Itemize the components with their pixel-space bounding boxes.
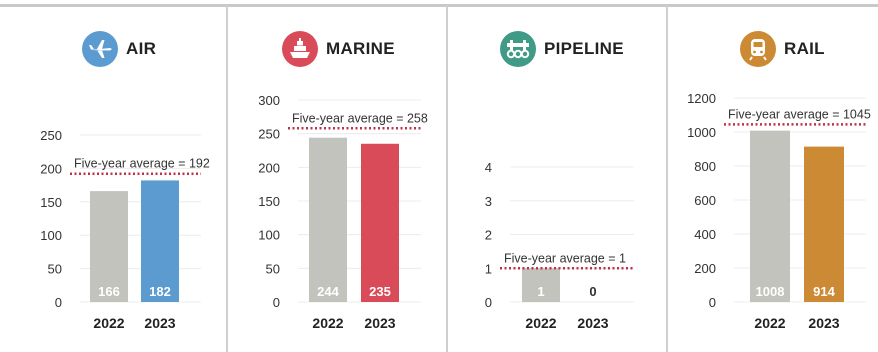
y-tick-label: 1	[485, 261, 492, 276]
panel-divider	[446, 6, 448, 352]
category-label: 2023	[808, 315, 839, 331]
category-label: 2023	[364, 315, 395, 331]
category-label: 2022	[312, 315, 343, 331]
y-tick-label: 250	[40, 128, 62, 143]
y-tick-label: 3	[485, 194, 492, 209]
y-tick-label: 0	[709, 295, 716, 310]
average-label: Five-year average = 192	[74, 157, 210, 171]
bar	[522, 268, 560, 302]
y-tick-label: 800	[694, 159, 716, 174]
pipeline-chart: 0 1 2 3 4 1 2022 0 2023 Five-year average = 1	[485, 160, 634, 331]
y-tick-label: 50	[266, 261, 280, 276]
panel-title: RAIL	[784, 39, 825, 58]
airplane-icon	[82, 31, 118, 67]
panel-divider	[226, 6, 228, 352]
bar	[361, 143, 399, 302]
y-tick-label: 200	[694, 261, 716, 276]
marine-chart: 0 50 100 150 200 250 300 244 2022 235 2023 Five-yea…	[258, 93, 428, 331]
data-label: 1008	[756, 284, 785, 299]
panel-title: MARINE	[326, 39, 395, 58]
y-tick-label: 150	[258, 194, 280, 209]
y-tick-label: 1200	[687, 91, 716, 106]
y-tick-label: 100	[258, 228, 280, 243]
category-label: 2022	[93, 315, 124, 331]
air-panel: AIR 0 50 100 150 200 250 166 2022 182 2023 Five-ye…	[6, 7, 224, 352]
air-title-row: AIR	[6, 31, 224, 71]
y-tick-label: 0	[273, 295, 280, 310]
y-tick-label: 2	[485, 228, 492, 243]
y-tick-label: 250	[258, 127, 280, 142]
pipeline-title-row: PIPELINE	[448, 31, 666, 71]
bar	[804, 146, 844, 302]
pipeline-icon	[500, 31, 536, 67]
category-label: 2023	[577, 315, 608, 331]
panel-divider	[666, 6, 668, 352]
data-label: 235	[369, 284, 391, 299]
y-tick-label: 1000	[687, 125, 716, 140]
average-label: Five-year average = 1	[504, 251, 626, 265]
category-label: 2022	[525, 315, 556, 331]
pipeline-panel: PIPELINE 0 1 2 3 4 1 2022 0 2023 Five-year averag…	[448, 7, 666, 352]
data-label: 0	[589, 284, 596, 299]
panel-title: AIR	[126, 39, 157, 58]
bar	[90, 191, 128, 302]
data-label: 914	[813, 284, 835, 299]
y-tick-label: 0	[55, 295, 62, 310]
data-label: 244	[317, 284, 339, 299]
y-tick-label: 400	[694, 227, 716, 242]
category-label: 2022	[754, 315, 785, 331]
bar	[141, 180, 179, 302]
bar	[309, 137, 347, 302]
y-tick-label: 300	[258, 93, 280, 108]
train-icon	[740, 31, 776, 67]
data-label: 166	[98, 284, 120, 299]
rail-panel: RAIL 0 200 400 600 800 1000 1200 1008 2022 914 202…	[668, 7, 878, 352]
ship-icon	[282, 31, 318, 67]
air-chart: 0 50 100 150 200 250 166 2022 182 2023 Five-year a…	[40, 128, 210, 331]
average-label: Five-year average = 258	[292, 111, 428, 125]
y-tick-label: 4	[485, 160, 492, 175]
data-label: 182	[149, 284, 171, 299]
y-tick-label: 200	[258, 160, 280, 175]
y-tick-label: 50	[48, 262, 62, 277]
top-rule	[0, 4, 878, 7]
y-tick-label: 150	[40, 195, 62, 210]
rail-chart: 0 200 400 600 800 1000 1200 1008 2022 914 2023 Five…	[687, 91, 871, 331]
y-tick-label: 0	[485, 295, 492, 310]
marine-panel: MARINE 0 50 100 150 200 250 300 244 2022 235 2023 F…	[228, 7, 446, 352]
rail-title-row: RAIL	[668, 31, 878, 71]
average-label: Five-year average = 1045	[728, 107, 871, 121]
y-tick-label: 200	[40, 161, 62, 176]
y-tick-label: 600	[694, 193, 716, 208]
panel-title: PIPELINE	[544, 39, 624, 58]
bar	[750, 130, 790, 302]
category-label: 2023	[144, 315, 175, 331]
data-label: 1	[537, 284, 544, 299]
y-tick-label: 100	[40, 228, 62, 243]
marine-title-row: MARINE	[228, 31, 446, 71]
